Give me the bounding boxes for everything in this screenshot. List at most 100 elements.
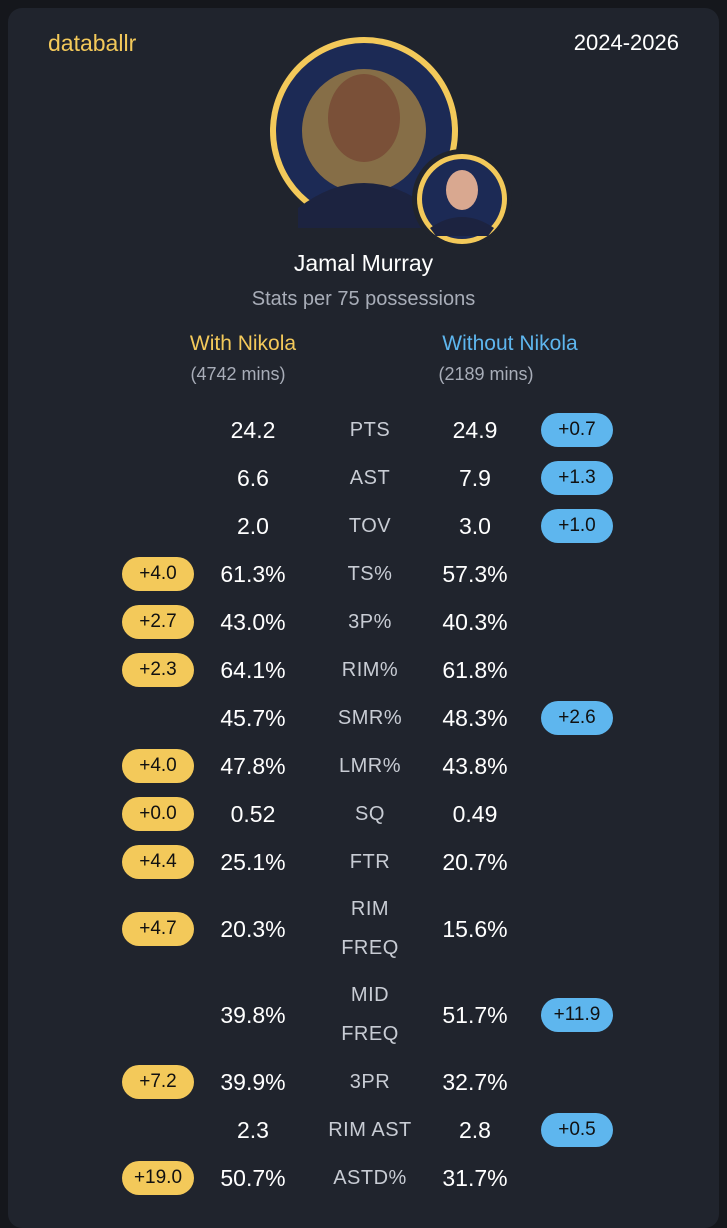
with-value: 6.6 xyxy=(237,464,269,491)
with-value: 50.7% xyxy=(220,1164,286,1191)
stat-row: +4.0 47.8% LMR% 43.8% xyxy=(8,742,719,790)
cell: 57.3% xyxy=(420,550,530,598)
without-value: 43.8% xyxy=(442,752,508,779)
cell: +0.7 xyxy=(532,406,622,454)
cell: 2.8 xyxy=(420,1106,530,1154)
with-value: 2.3 xyxy=(237,1116,269,1143)
without-value: 61.8% xyxy=(442,656,508,683)
cell: +2.3 xyxy=(113,646,203,694)
stat-row: +4.4 25.1% FTR 20.7% xyxy=(8,838,719,886)
stat-label: ASTD% xyxy=(333,1166,407,1189)
page: databallr 2024-2026 Jamal Murray Stats p… xyxy=(8,8,719,1228)
stats-card: databallr 2024-2026 Jamal Murray Stats p… xyxy=(8,8,719,1228)
cell: SQ xyxy=(325,790,415,838)
avatar-face xyxy=(328,74,400,162)
without-value: 7.9 xyxy=(459,464,491,491)
with-value: 25.1% xyxy=(220,848,286,875)
with-value: 61.3% xyxy=(220,560,286,587)
stat-label: FTR xyxy=(349,850,391,873)
cell: 61.8% xyxy=(420,646,530,694)
without-diff-badge: +0.5 xyxy=(541,1113,613,1147)
cell: 7.9 xyxy=(420,454,530,502)
avatar-jersey xyxy=(430,217,494,236)
with-value: 43.0% xyxy=(220,608,286,635)
without-value: 40.3% xyxy=(442,608,508,635)
with-diff-badge: +2.7 xyxy=(122,605,194,639)
cell: +1.0 xyxy=(532,502,622,550)
cell: +2.7 xyxy=(113,598,203,646)
cell: 2.0 xyxy=(198,502,308,550)
without-value: 32.7% xyxy=(442,1068,508,1095)
with-value: 2.0 xyxy=(237,512,269,539)
without-value: 51.7% xyxy=(442,1001,508,1028)
stat-label: RIM FREQ xyxy=(341,898,399,959)
cell: ASTD% xyxy=(325,1154,415,1202)
stat-row: 2.3 RIM AST 2.8 +0.5 xyxy=(8,1106,719,1154)
with-value: 0.52 xyxy=(230,800,276,827)
without-value: 3.0 xyxy=(459,512,491,539)
cell: RIM% xyxy=(325,646,415,694)
cell: 25.1% xyxy=(198,838,308,886)
cell: 2.3 xyxy=(198,1106,308,1154)
cell: TS% xyxy=(325,550,415,598)
cell: FTR xyxy=(325,838,415,886)
column-label: With Nikola xyxy=(189,332,297,355)
stat-row: +0.0 0.52 SQ 0.49 xyxy=(8,790,719,838)
with-diff-badge: +7.2 xyxy=(122,1065,194,1099)
cell: 64.1% xyxy=(198,646,308,694)
cell: 61.3% xyxy=(198,550,308,598)
stat-label: TOV xyxy=(348,514,392,537)
without-diff-badge: +1.3 xyxy=(541,461,613,495)
stat-row: +4.7 20.3% RIM FREQ 15.6% xyxy=(8,886,719,972)
stat-row: +19.0 50.7% ASTD% 31.7% xyxy=(8,1154,719,1202)
with-diff-badge: +4.0 xyxy=(122,557,194,591)
stats-table: 24.2 PTS 24.9 +0.7 6.6 AST 7.9 +1.3 2.0 TOV 3.0 +1.… xyxy=(8,406,719,1202)
cell: 51.7% xyxy=(420,972,530,1058)
without-value: 48.3% xyxy=(442,704,508,731)
stat-row: +4.0 61.3% TS% 57.3% xyxy=(8,550,719,598)
with-value: 20.3% xyxy=(220,915,286,942)
subtitle: Stats per 75 possessions xyxy=(251,288,476,310)
without-value: 0.49 xyxy=(452,800,498,827)
stat-label: 3P% xyxy=(348,610,392,633)
cell: 24.9 xyxy=(420,406,530,454)
cell: 20.3% xyxy=(198,886,308,972)
column-label: Without Nikola xyxy=(442,332,578,355)
stat-label: 3PR xyxy=(349,1070,391,1093)
stat-label: TS% xyxy=(347,562,393,585)
stat-row: 39.8% MID FREQ 51.7% +11.9 xyxy=(8,972,719,1058)
cell: +0.5 xyxy=(532,1106,622,1154)
stat-label: RIM AST xyxy=(328,1118,412,1141)
with-diff-badge: +0.0 xyxy=(122,797,194,831)
cell: +1.3 xyxy=(532,454,622,502)
cell: +4.7 xyxy=(113,886,203,972)
stat-label: RIM% xyxy=(341,658,399,681)
column-minutes: (4742 mins) xyxy=(190,364,286,384)
stat-row: +2.3 64.1% RIM% 61.8% xyxy=(8,646,719,694)
cell: 40.3% xyxy=(420,598,530,646)
stat-label: SQ xyxy=(355,802,385,825)
with-diff-badge: +19.0 xyxy=(122,1161,194,1195)
cell: AST xyxy=(325,454,415,502)
stat-row: +7.2 39.9% 3PR 32.7% xyxy=(8,1058,719,1106)
with-diff-badge: +2.3 xyxy=(122,653,194,687)
with-value: 24.2 xyxy=(230,416,276,443)
column-minutes: (2189 mins) xyxy=(438,364,534,384)
avatar-jersey xyxy=(298,183,430,228)
cell: +11.9 xyxy=(532,972,622,1058)
cell: RIM AST xyxy=(325,1106,415,1154)
cell: 45.7% xyxy=(198,694,308,742)
cell: 39.9% xyxy=(198,1058,308,1106)
cell: +4.0 xyxy=(113,742,203,790)
cell: 0.52 xyxy=(198,790,308,838)
cell: 6.6 xyxy=(198,454,308,502)
without-value: 2.8 xyxy=(459,1116,491,1143)
stat-label: AST xyxy=(349,466,391,489)
with-value: 64.1% xyxy=(220,656,286,683)
avatar-face xyxy=(446,170,478,210)
cell: RIM FREQ xyxy=(325,886,415,972)
without-value: 57.3% xyxy=(442,560,508,587)
without-diff-badge: +1.0 xyxy=(541,509,613,543)
cell: 24.2 xyxy=(198,406,308,454)
cell: 3PR xyxy=(325,1058,415,1106)
